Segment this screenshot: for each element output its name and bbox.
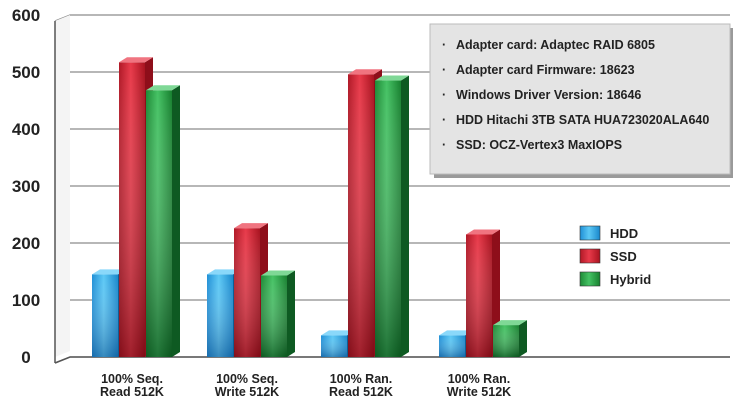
y-tick-label: 300 (12, 177, 40, 196)
info-bullet: · (442, 88, 446, 102)
x-tick-label: 100% Ran. (330, 372, 393, 386)
bar-side (287, 270, 295, 357)
bar-top (234, 223, 268, 229)
bar-top (493, 320, 527, 326)
info-box: · Adapter card: Adaptec RAID 6805 · Adapter… (429, 23, 733, 178)
info-bullet: · (442, 113, 446, 127)
legend-label-ssd: SSD (610, 249, 637, 264)
bar-top (466, 229, 500, 235)
bar-hybrid-4 (493, 320, 527, 357)
x-tick-label: Write 512K (215, 385, 279, 399)
bar-top (261, 270, 295, 276)
bar-top (92, 269, 126, 275)
bars (92, 57, 527, 358)
x-tick-label: Read 512K (100, 385, 164, 399)
y-tick-label: 400 (12, 120, 40, 139)
bar-shade (234, 228, 260, 357)
bar-ssd-4 (466, 229, 500, 357)
info-line: SSD: OCZ-Vertex3 MaxIOPS (456, 138, 622, 152)
bar-top (321, 330, 355, 336)
bar-shade (348, 74, 374, 357)
bar-hybrid-1 (146, 85, 180, 358)
legend-label-hdd: HDD (610, 226, 638, 241)
info-line: Windows Driver Version: 18646 (456, 88, 641, 102)
y-tick-label: 0 (21, 348, 30, 367)
side-wall (55, 15, 70, 357)
info-box-panel (429, 23, 731, 175)
bar-hybrid-3 (375, 75, 409, 358)
bar-hybrid-2 (261, 270, 295, 357)
bar-top (439, 330, 473, 336)
y-tick-label: 500 (12, 63, 40, 82)
bar-side (401, 75, 409, 358)
legend-swatch-ssd (579, 248, 601, 264)
bar-shade (146, 90, 172, 358)
legend-label-hybrid: Hybrid (610, 272, 651, 287)
legend-swatch-hybrid (579, 271, 601, 287)
bar-side (172, 85, 180, 358)
gridline (54, 14, 730, 22)
x-axis-line (54, 356, 730, 364)
info-line: Adapter card Firmware: 18623 (456, 63, 635, 77)
x-tick-label: Read 512K (329, 385, 393, 399)
x-tick-label: 100% Seq. (101, 372, 163, 386)
info-line: HDD Hitachi 3TB SATA HUA723020ALA640 (456, 113, 709, 127)
legend: HDD SSD Hybrid (579, 225, 651, 287)
bar-side (519, 320, 527, 357)
info-line: Adapter card: Adaptec RAID 6805 (456, 38, 655, 52)
bar-shade (261, 275, 287, 357)
info-bullet: · (442, 38, 446, 52)
legend-swatch-hdd (579, 225, 601, 241)
y-tick-label: 200 (12, 234, 40, 253)
bar-top (375, 75, 409, 81)
bar-top (207, 269, 241, 275)
y-tick-label: 600 (12, 6, 40, 25)
bar-shade (207, 274, 233, 357)
y-axis-ticks: 0 100 200 300 400 500 600 (12, 6, 40, 367)
bar-top (146, 85, 180, 91)
bar-shade (375, 80, 401, 358)
bar-top (119, 57, 153, 63)
x-tick-label: Write 512K (447, 385, 511, 399)
bar-shade (119, 62, 145, 358)
bar-shade (493, 325, 519, 357)
gridline (54, 356, 730, 364)
bar-shade (321, 335, 347, 357)
bar-shade (466, 234, 492, 357)
bar-shade (439, 335, 465, 357)
info-bullet: · (442, 63, 446, 77)
x-tick-label: 100% Seq. (216, 372, 278, 386)
y-tick-label: 100 (12, 291, 40, 310)
bar-shade (92, 274, 118, 357)
bar-top (348, 69, 382, 75)
info-bullet: · (442, 138, 446, 152)
x-tick-label: 100% Ran. (448, 372, 511, 386)
